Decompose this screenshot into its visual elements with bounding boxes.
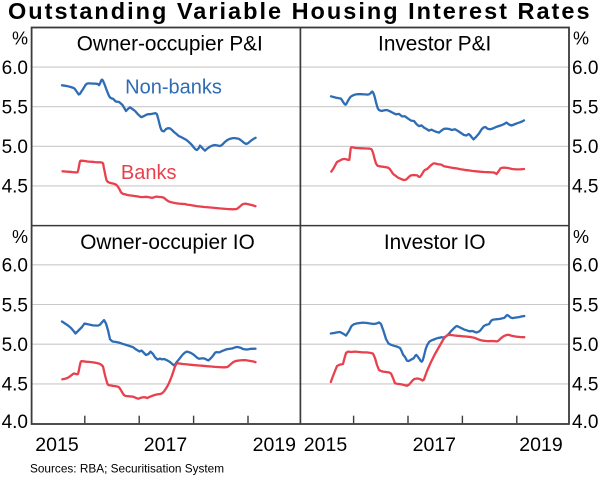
svg-text:6.0: 6.0 — [2, 256, 28, 277]
svg-text:2015: 2015 — [304, 434, 348, 456]
svg-text:5.5: 5.5 — [2, 295, 28, 316]
svg-text:Outstanding Variable Housing I: Outstanding Variable Housing Interest Ra… — [8, 0, 592, 24]
svg-text:6.0: 6.0 — [572, 256, 598, 277]
svg-text:4.5: 4.5 — [2, 375, 28, 396]
svg-text:2017: 2017 — [144, 434, 187, 456]
svg-text:5.0: 5.0 — [2, 137, 28, 158]
svg-text:5.5: 5.5 — [572, 98, 598, 119]
svg-text:%: % — [12, 29, 28, 49]
svg-text:2019: 2019 — [519, 434, 562, 456]
svg-text:2015: 2015 — [35, 434, 79, 456]
svg-text:%: % — [573, 29, 589, 49]
svg-text:5.0: 5.0 — [2, 335, 28, 356]
svg-text:4.5: 4.5 — [2, 177, 28, 198]
svg-text:Non-banks: Non-banks — [125, 77, 222, 99]
svg-text:Banks: Banks — [121, 162, 177, 184]
svg-text:Investor IO: Investor IO — [384, 231, 486, 254]
svg-text:6.0: 6.0 — [2, 58, 28, 79]
svg-text:4.5: 4.5 — [572, 177, 598, 198]
svg-text:Owner-occupier IO: Owner-occupier IO — [80, 231, 255, 254]
svg-text:4.0: 4.0 — [572, 412, 598, 433]
svg-text:4.0: 4.0 — [2, 412, 28, 433]
svg-text:%: % — [12, 227, 28, 247]
svg-text:2017: 2017 — [413, 434, 456, 456]
svg-text:5.0: 5.0 — [572, 335, 598, 356]
svg-text:Sources: RBA; Securitisation S: Sources: RBA; Securitisation System — [30, 462, 224, 476]
svg-text:5.5: 5.5 — [2, 98, 28, 119]
svg-text:Investor P&I: Investor P&I — [378, 32, 491, 55]
svg-text:5.5: 5.5 — [572, 295, 598, 316]
svg-text:2019: 2019 — [253, 434, 296, 456]
svg-text:6.0: 6.0 — [572, 58, 598, 79]
svg-text:4.5: 4.5 — [572, 375, 598, 396]
svg-text:%: % — [573, 227, 589, 247]
svg-text:Owner-occupier P&I: Owner-occupier P&I — [77, 32, 263, 55]
svg-text:5.0: 5.0 — [572, 137, 598, 158]
